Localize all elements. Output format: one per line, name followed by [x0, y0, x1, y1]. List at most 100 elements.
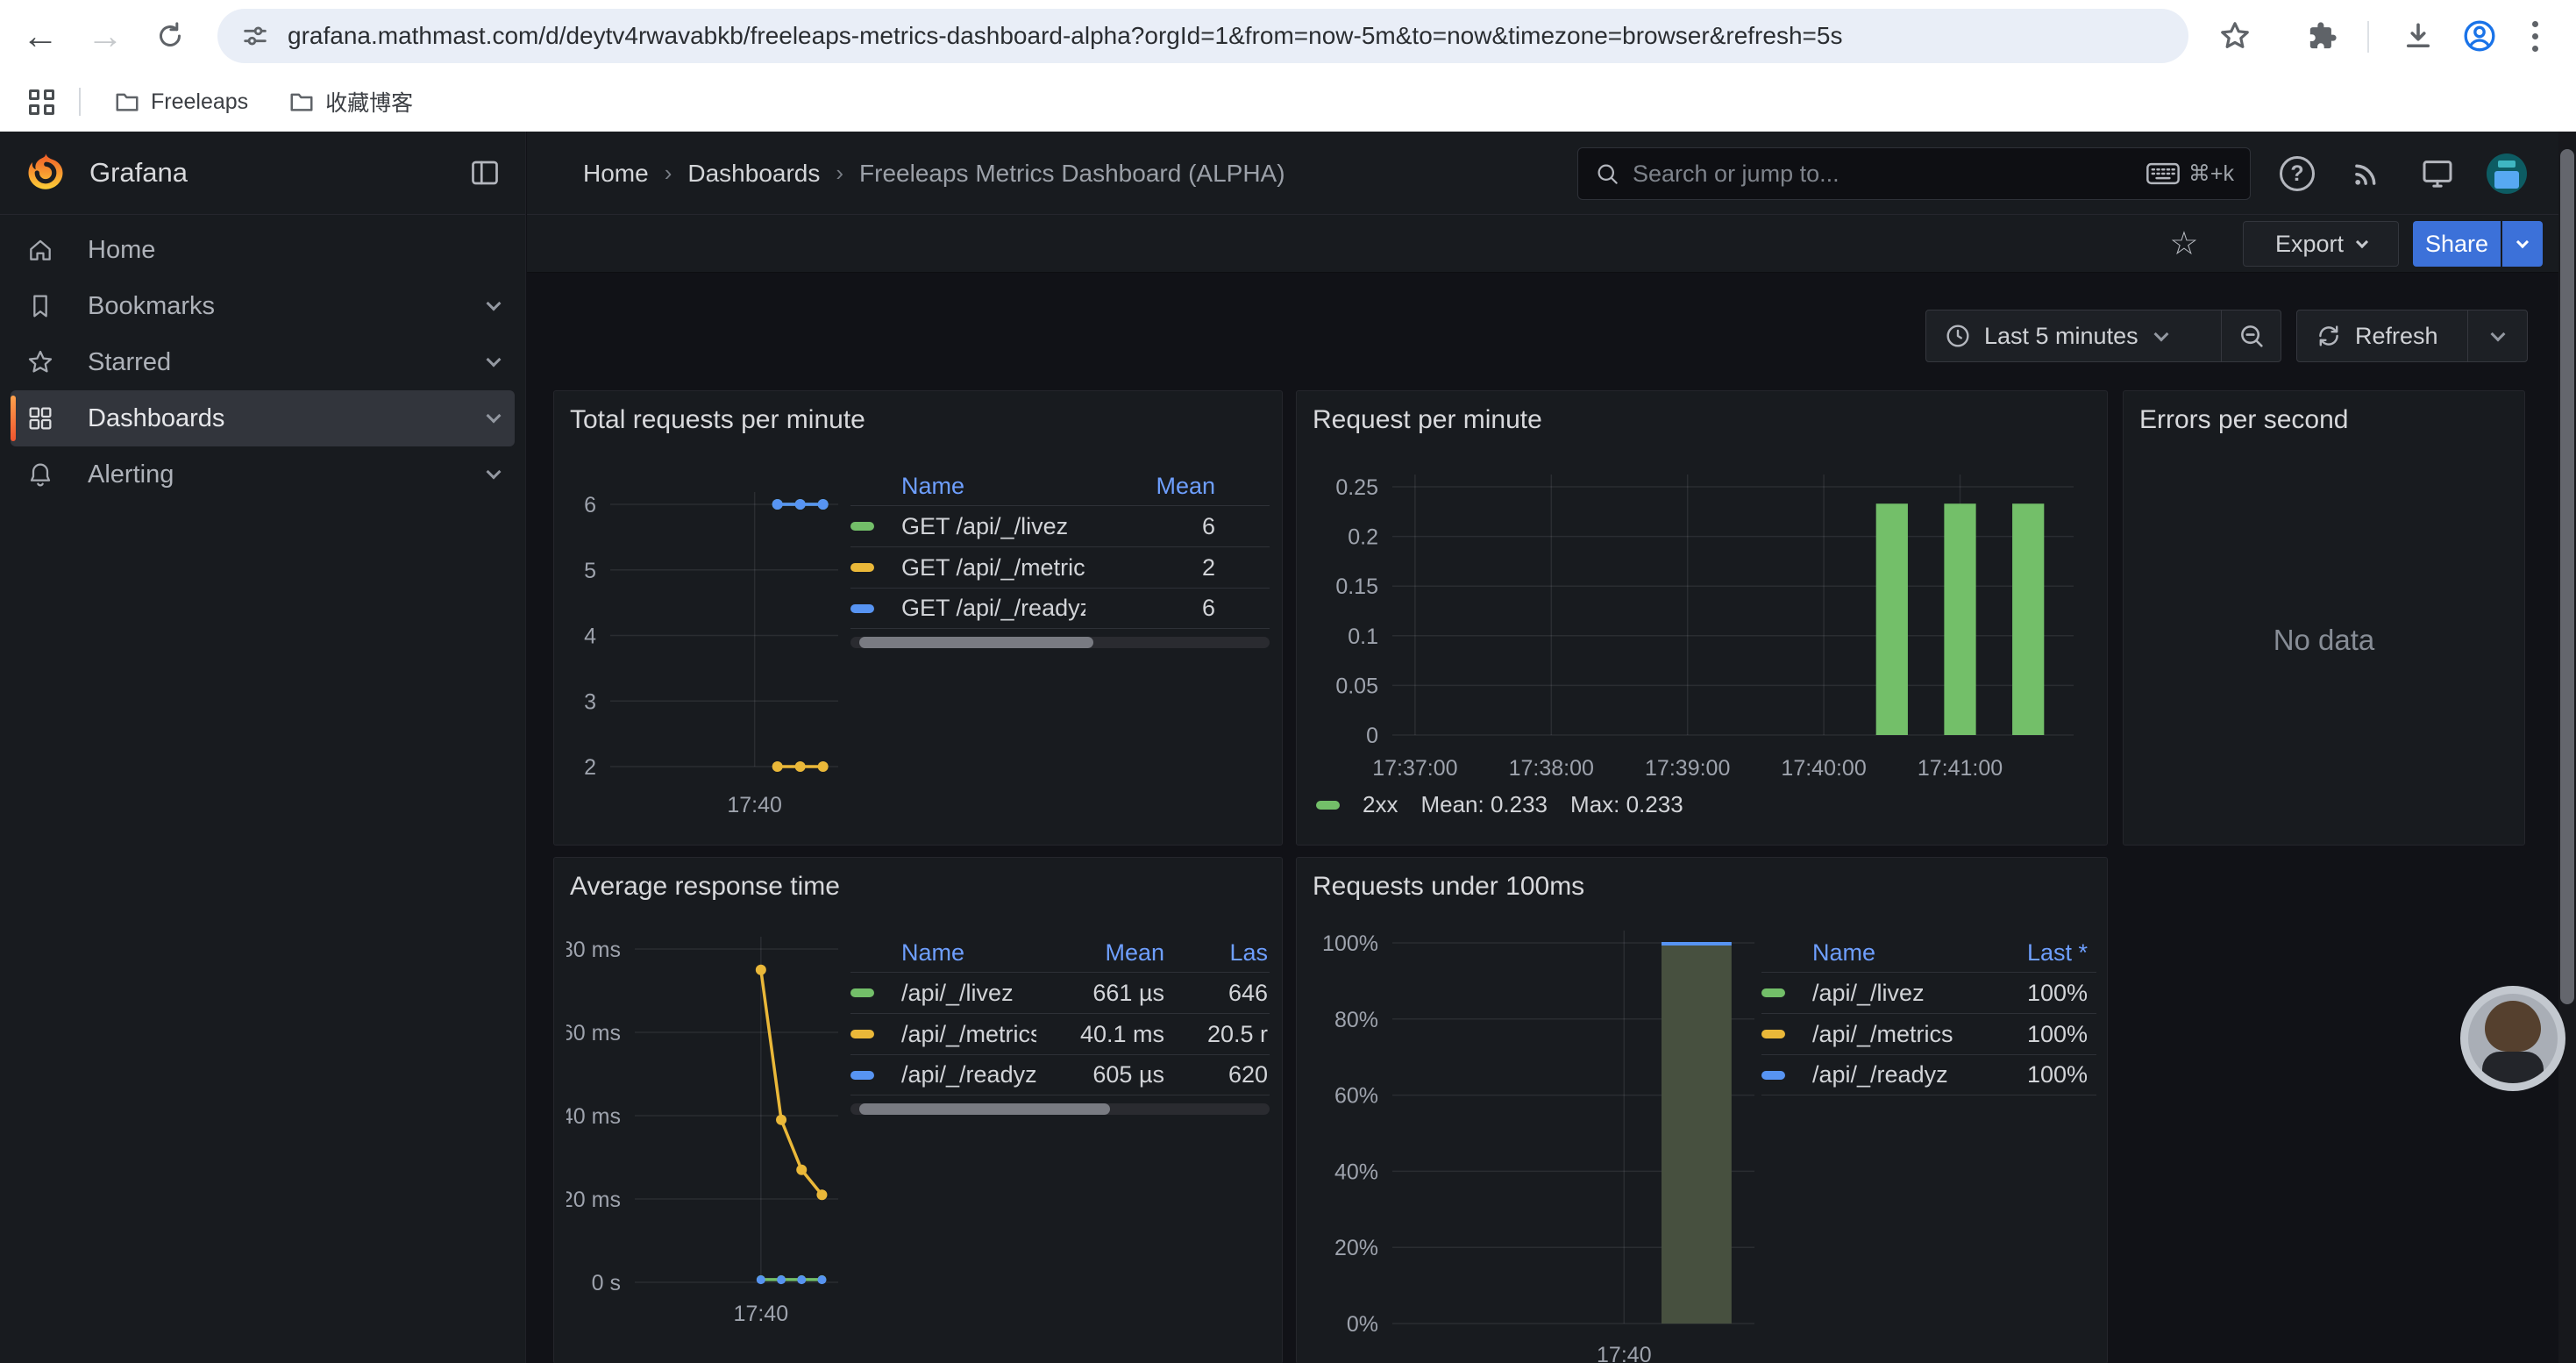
dashboard-toolbar: ☆ Export Share — [527, 215, 2576, 273]
profile-button[interactable] — [2458, 14, 2501, 58]
sidebar-item-label: Starred — [88, 348, 171, 377]
chart-request-per-minute[interactable]: 17:37:0017:38:0017:39:0017:40:0017:41:00… — [1309, 461, 2091, 795]
svg-text:17:40: 17:40 — [727, 793, 782, 817]
svg-text:17:40: 17:40 — [734, 1302, 789, 1326]
extensions-button[interactable] — [2301, 14, 2345, 58]
chart-average-response-time[interactable]: 17:4080 ms60 ms40 ms20 ms0 s — [566, 926, 849, 1342]
browser-menu-button[interactable] — [2513, 14, 2557, 58]
bell-icon — [26, 460, 54, 489]
sidebar-brand: Grafana — [0, 132, 525, 215]
svg-text:4: 4 — [584, 624, 596, 649]
chart-requests-under-100ms[interactable]: 17:40100%80%60%40%20%0% — [1309, 928, 1770, 1363]
bookmark-page-button[interactable] — [2213, 14, 2257, 58]
help-button[interactable]: ? — [2276, 153, 2318, 195]
brand-name[interactable]: Grafana — [89, 157, 188, 189]
user-avatar-button[interactable] — [2486, 153, 2528, 195]
sidebar-item-starred[interactable]: Starred — [11, 334, 515, 390]
sidebar-item-alerting[interactable]: Alerting — [11, 446, 515, 503]
legend-table-header: NameMeanLas — [850, 933, 1270, 972]
legend-row[interactable]: /api/_/livez661 µs646 — [850, 972, 1270, 1013]
legend-row[interactable]: /api/_/livez100% — [1761, 972, 2096, 1013]
panel-title[interactable]: Request per minute — [1313, 405, 1542, 435]
panel-title[interactable]: Errors per second — [2139, 405, 2348, 435]
share-button[interactable]: Share — [2413, 221, 2501, 267]
refresh-interval-button[interactable] — [2467, 310, 2527, 361]
dashboard-canvas: Last 5 minutes R — [527, 274, 2576, 1363]
svg-text:40%: 40% — [1334, 1160, 1378, 1184]
breadcrumb-home[interactable]: Home — [583, 160, 649, 188]
export-button[interactable]: Export — [2243, 221, 2399, 267]
panel-title[interactable]: Requests under 100ms — [1313, 872, 1584, 902]
svg-text:100%: 100% — [1322, 931, 1378, 956]
svg-text:40 ms: 40 ms — [566, 1104, 621, 1129]
chevron-down-icon[interactable] — [487, 409, 502, 424]
kebab-menu-icon — [2532, 21, 2538, 52]
scrollbar-thumb[interactable] — [2560, 149, 2574, 1004]
page-scrollbar[interactable] — [2558, 132, 2576, 1363]
chart-svg: 17:40100%80%60%40%20%0% — [1309, 928, 1770, 1363]
grafana-logo[interactable] — [25, 152, 67, 194]
refresh-controls: Refresh — [2296, 310, 2528, 362]
share-menu-button[interactable] — [2502, 221, 2543, 267]
legend-row[interactable]: /api/_/readyz100% — [1761, 1054, 2096, 1095]
address-bar[interactable]: grafana.mathmast.com/d/deytv4rwavabkb/fr… — [217, 9, 2188, 63]
apps-icon — [26, 404, 54, 432]
time-range-label: Last 5 minutes — [1984, 323, 2138, 350]
url-text: grafana.mathmast.com/d/deytv4rwavabkb/fr… — [288, 22, 1842, 50]
downloads-button[interactable] — [2396, 14, 2440, 58]
legend-mean: Mean: 0.233 — [1420, 791, 1548, 818]
bookmark-star-icon — [2218, 19, 2252, 53]
back-button[interactable]: ← — [16, 11, 65, 61]
bookmark-folder-blogs[interactable]: 收藏博客 — [274, 79, 427, 125]
legend-row[interactable]: /api/_/readyz605 µs620 — [850, 1054, 1270, 1095]
chart-svg: 17:37:0017:38:0017:39:0017:40:0017:41:00… — [1309, 461, 2091, 795]
panel-title[interactable]: Total requests per minute — [570, 405, 865, 435]
series-color-swatch — [850, 1030, 874, 1038]
series-color-swatch — [1761, 1071, 1785, 1080]
svg-text:80%: 80% — [1334, 1008, 1378, 1032]
legend-series-name[interactable]: 2xx — [1363, 791, 1398, 818]
refresh-button[interactable]: Refresh — [2297, 310, 2467, 361]
site-settings-icon — [240, 21, 270, 51]
chevron-down-icon[interactable] — [487, 353, 502, 368]
table-scrollbar[interactable] — [850, 1103, 1270, 1115]
series-color-swatch — [1761, 1030, 1785, 1038]
chart-legend: 2xx Mean: 0.233 Max: 0.233 — [1316, 791, 1683, 818]
svg-text:6: 6 — [584, 493, 596, 517]
news-button[interactable] — [2345, 153, 2387, 195]
assistant-avatar-image — [2468, 994, 2558, 1083]
legend-row[interactable]: /api/_/metrics40.1 ms20.5 r — [850, 1013, 1270, 1054]
sidebar-item-home[interactable]: Home — [11, 222, 515, 278]
time-range-button[interactable]: Last 5 minutes — [1926, 310, 2221, 361]
search-icon — [1594, 161, 1620, 187]
breadcrumb-dashboards[interactable]: Dashboards — [687, 160, 820, 188]
reload-button[interactable] — [146, 11, 195, 61]
favorite-dashboard-button[interactable]: ☆ — [2163, 222, 2205, 264]
panel-title[interactable]: Average response time — [570, 872, 840, 902]
sidebar-item-dashboards[interactable]: Dashboards — [11, 390, 515, 446]
zoom-out-time-button[interactable] — [2221, 310, 2281, 361]
chevron-down-icon[interactable] — [487, 465, 502, 480]
chart-total-requests[interactable]: 17:4065432 — [566, 479, 849, 830]
legend-row[interactable]: GET /api/_/metrics2 — [850, 546, 1270, 588]
series-color-swatch — [850, 563, 874, 572]
forward-button[interactable]: → — [81, 11, 130, 61]
no-data-message: No data — [2124, 624, 2524, 657]
sidebar-item-bookmarks[interactable]: Bookmarks — [11, 278, 515, 334]
svg-text:0.25: 0.25 — [1335, 475, 1378, 500]
search-input[interactable]: Search or jump to... ⌘+k — [1577, 147, 2251, 200]
floating-assistant-avatar[interactable] — [2460, 986, 2565, 1091]
legend-row[interactable]: GET /api/_/livez6 — [850, 505, 1270, 546]
legend-row[interactable]: /api/_/metrics100% — [1761, 1013, 2096, 1054]
monitor-icon — [2420, 156, 2455, 191]
bookmarks-divider — [79, 88, 81, 116]
chevron-down-icon[interactable] — [487, 296, 502, 311]
legend-max: Max: 0.233 — [1570, 791, 1683, 818]
kiosk-mode-button[interactable] — [2416, 153, 2459, 195]
table-scrollbar[interactable] — [850, 637, 1270, 648]
apps-shortcut-button[interactable] — [19, 80, 63, 124]
legend-row[interactable]: GET /api/_/readyz6 — [850, 588, 1270, 629]
dock-sidebar-icon[interactable] — [469, 157, 501, 189]
bookmark-folder-freeleaps[interactable]: Freeleaps — [100, 82, 262, 122]
folder-icon — [114, 89, 140, 115]
